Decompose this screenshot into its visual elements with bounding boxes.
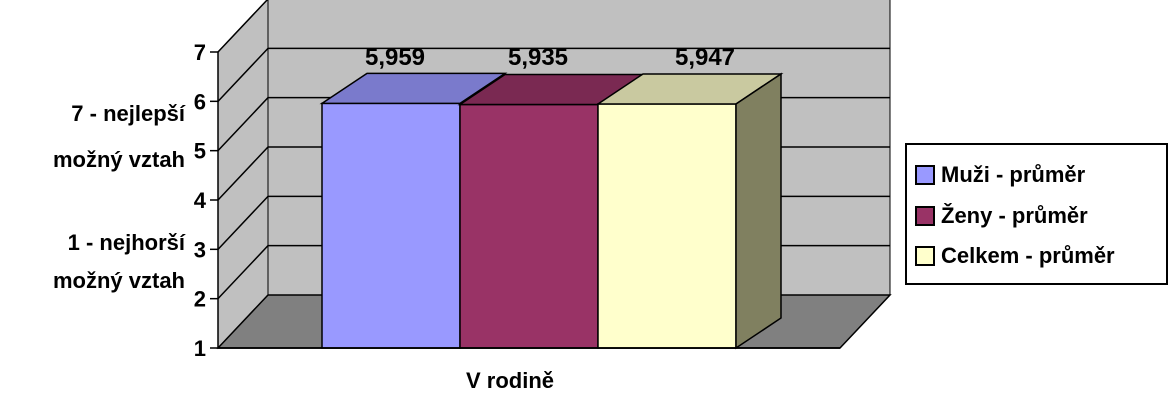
legend-item-celkem: Celkem - průměr (915, 241, 1115, 271)
data-label-celkem: 5,947 (675, 44, 735, 71)
bar-muzi-front (321, 102, 461, 349)
y-axis-ticks: 1 2 3 4 5 6 7 (194, 40, 840, 361)
y-tick-label-3: 3 (194, 237, 206, 262)
legend-swatch-muzi (915, 165, 935, 185)
bar-celkem-side (735, 72, 782, 350)
bar-zeny (457, 73, 646, 349)
data-label-muzi: 5,959 (365, 44, 425, 71)
legend-label-celkem: Celkem - průměr (941, 243, 1115, 268)
y-tick-label-5: 5 (194, 139, 206, 164)
y-tick-label-4: 4 (194, 188, 207, 213)
y-tick-label-1: 1 (194, 336, 206, 361)
legend-swatch-zeny (915, 206, 935, 226)
data-label-zeny: 5,935 (508, 44, 568, 71)
legend: Muži - průměr Ženy - průměr Celkem - prů… (905, 143, 1168, 285)
legend-item-zeny: Ženy - průměr (915, 201, 1088, 231)
bar-zeny-front (459, 103, 599, 349)
y-annotation-bottom-line2: možný vztah (52, 268, 185, 293)
y-annotation-top-line1: 7 - nejlepší (71, 101, 185, 126)
bar-celkem (595, 72, 784, 350)
y-annotation-bottom-line1: 1 - nejhorší (67, 230, 185, 255)
data-labels: 5,959 5,935 5,947 (365, 44, 735, 71)
legend-item-muzi: Muži - průměr (915, 160, 1085, 190)
legend-swatch-celkem (915, 246, 935, 266)
y-tick-label-7: 7 (194, 40, 206, 65)
bar-muzi (319, 72, 508, 349)
gridline-6 (217, 47, 890, 102)
x-axis-label: V rodině (465, 368, 554, 393)
gridline-7 (217, 0, 269, 53)
y-tick-label-2: 2 (194, 287, 206, 312)
chart-bars (319, 72, 784, 350)
legend-label-muzi: Muži - průměr (941, 162, 1086, 187)
legend-label-zeny: Ženy - průměr (941, 203, 1088, 228)
bar-celkem-front (597, 103, 737, 349)
bar-muzi-top (319, 72, 508, 105)
y-tick-label-6: 6 (194, 89, 206, 114)
y-annotation-top-line2: možný vztah (52, 147, 185, 172)
